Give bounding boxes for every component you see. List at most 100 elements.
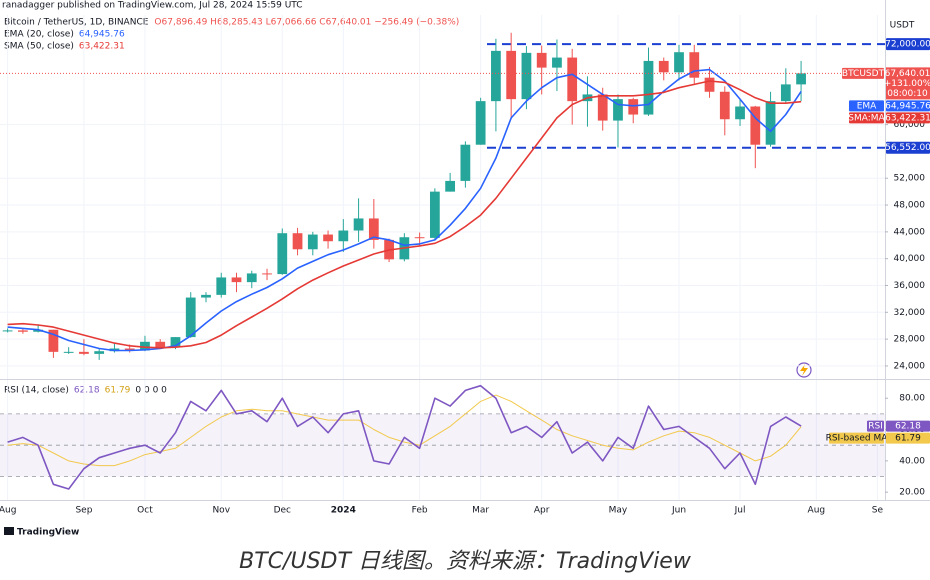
rsi-line xyxy=(7,384,802,490)
marks xyxy=(0,32,885,490)
alert-icon[interactable] xyxy=(796,362,812,378)
series-value-badge: 64,945.76 xyxy=(885,101,930,111)
candle-body xyxy=(521,52,532,100)
y-tick-label: 44,000 xyxy=(894,227,926,237)
grid xyxy=(0,15,885,500)
x-tick-label: Aug xyxy=(0,506,16,516)
x-tick-label: 2024 xyxy=(331,506,356,516)
x-tick-label: May xyxy=(609,506,628,516)
rsi-value-badge-bg xyxy=(886,432,930,444)
level-label-bg xyxy=(886,38,930,51)
rsi-ma-legend-value: 61.79 xyxy=(105,386,131,396)
candle-body xyxy=(628,99,639,115)
candle-body xyxy=(719,91,730,120)
candle-body xyxy=(353,218,364,231)
candle-body xyxy=(216,277,227,295)
series-value-badge: 63,422.31 xyxy=(885,113,930,123)
y-tick-label: 20.00 xyxy=(899,488,925,498)
series-value-badge-bg xyxy=(886,100,930,112)
caption: BTC/USDT 日线图。资料来源：TradingView xyxy=(239,549,692,574)
series-name-badge-bg xyxy=(849,100,884,112)
candle-body xyxy=(780,84,791,102)
rsi-name-badge-bg xyxy=(867,420,884,432)
rsi-legend: RSI (14, close) xyxy=(4,386,69,396)
candle-body xyxy=(231,277,242,283)
candle-body xyxy=(597,94,608,121)
candle-body xyxy=(201,294,211,298)
publisher-note: ranadagger published on TradingView.com,… xyxy=(2,1,303,11)
candle-body xyxy=(765,101,776,145)
candle-body xyxy=(63,351,74,353)
series-name-badge: EMA xyxy=(857,101,877,111)
candle-body xyxy=(429,191,440,238)
candle-body xyxy=(262,273,272,275)
candle-body xyxy=(2,330,13,332)
candle-body xyxy=(307,234,318,250)
candle-body xyxy=(643,60,654,115)
candle-body xyxy=(506,50,517,100)
candle-body xyxy=(124,348,135,351)
candle-body xyxy=(796,73,806,85)
logo-icon xyxy=(4,527,14,535)
series-name-badge-bg xyxy=(849,112,884,124)
axis-unit: USDT xyxy=(890,21,915,31)
rsi-name-badge-bg xyxy=(829,432,884,444)
y-tick-label: 36,000 xyxy=(894,281,926,291)
candle-body xyxy=(48,329,59,352)
x-tick-label: Se xyxy=(872,506,884,516)
rsi-line xyxy=(7,394,802,467)
rsi-value-badge: 62.18 xyxy=(895,422,921,432)
y-tick-label: 24,000 xyxy=(894,361,926,371)
rsi-value-badge: 61.79 xyxy=(895,434,921,444)
y-tick-label: 28,000 xyxy=(894,335,926,345)
level-label: 72,000.00 xyxy=(885,40,930,50)
series-value-badge-bg xyxy=(886,112,930,124)
rsi-legend-extra: 0 0 0 0 xyxy=(135,386,167,396)
symbol-badge-bg xyxy=(842,67,884,79)
x-tick-label: Nov xyxy=(212,506,230,516)
candle-body xyxy=(613,99,623,121)
candle-body xyxy=(79,351,89,354)
symbol-badge: BTCUSDT xyxy=(842,69,885,79)
candle-body xyxy=(689,52,700,78)
x-tick-label: Feb xyxy=(412,506,428,516)
candle-body xyxy=(170,337,181,348)
ema-legend-value: 64,945.76 xyxy=(79,30,125,40)
candle-body xyxy=(292,233,303,250)
candle-body xyxy=(704,77,715,92)
rsi-name-badge: RSI xyxy=(868,422,883,432)
candle-body xyxy=(750,106,761,145)
candle-body xyxy=(94,351,105,354)
level-label-bg xyxy=(886,141,930,154)
y-tick-label: 80.00 xyxy=(899,394,925,404)
ohlc-legend: O67,896.49 H68,285.43 L67,066.66 C67,640… xyxy=(154,18,459,28)
candle-body xyxy=(567,57,578,102)
candle-body xyxy=(155,341,166,348)
candle-body xyxy=(552,57,562,68)
y-tick-label: 40,000 xyxy=(894,254,926,264)
candle-body xyxy=(140,341,150,351)
candle-body xyxy=(536,52,547,68)
rsi-name-badge: RSI-based MA xyxy=(826,434,889,444)
candle-body xyxy=(323,234,333,242)
candle-body xyxy=(674,52,684,73)
candle-body xyxy=(33,329,44,332)
price-badge: 67,640.01 xyxy=(885,69,930,79)
y-tick-label: 48,000 xyxy=(894,201,926,211)
ema-legend: EMA (20, close) xyxy=(4,30,74,40)
candle-body xyxy=(445,180,456,192)
y-tick-label: 52,000 xyxy=(894,174,926,184)
x-tick-label: Sep xyxy=(75,506,92,516)
series-name-badge: SMA:MA xyxy=(848,113,885,123)
x-tick-label: Mar xyxy=(472,506,489,516)
symbol-legend: Bitcoin / TetherUS, 1D, BINANCE xyxy=(4,18,149,28)
ma-line xyxy=(7,68,802,352)
x-tick-label: Apr xyxy=(534,506,550,516)
candle-body xyxy=(460,144,471,181)
candle-body xyxy=(18,330,28,332)
candle-body xyxy=(475,101,486,145)
candle-body xyxy=(277,233,288,275)
